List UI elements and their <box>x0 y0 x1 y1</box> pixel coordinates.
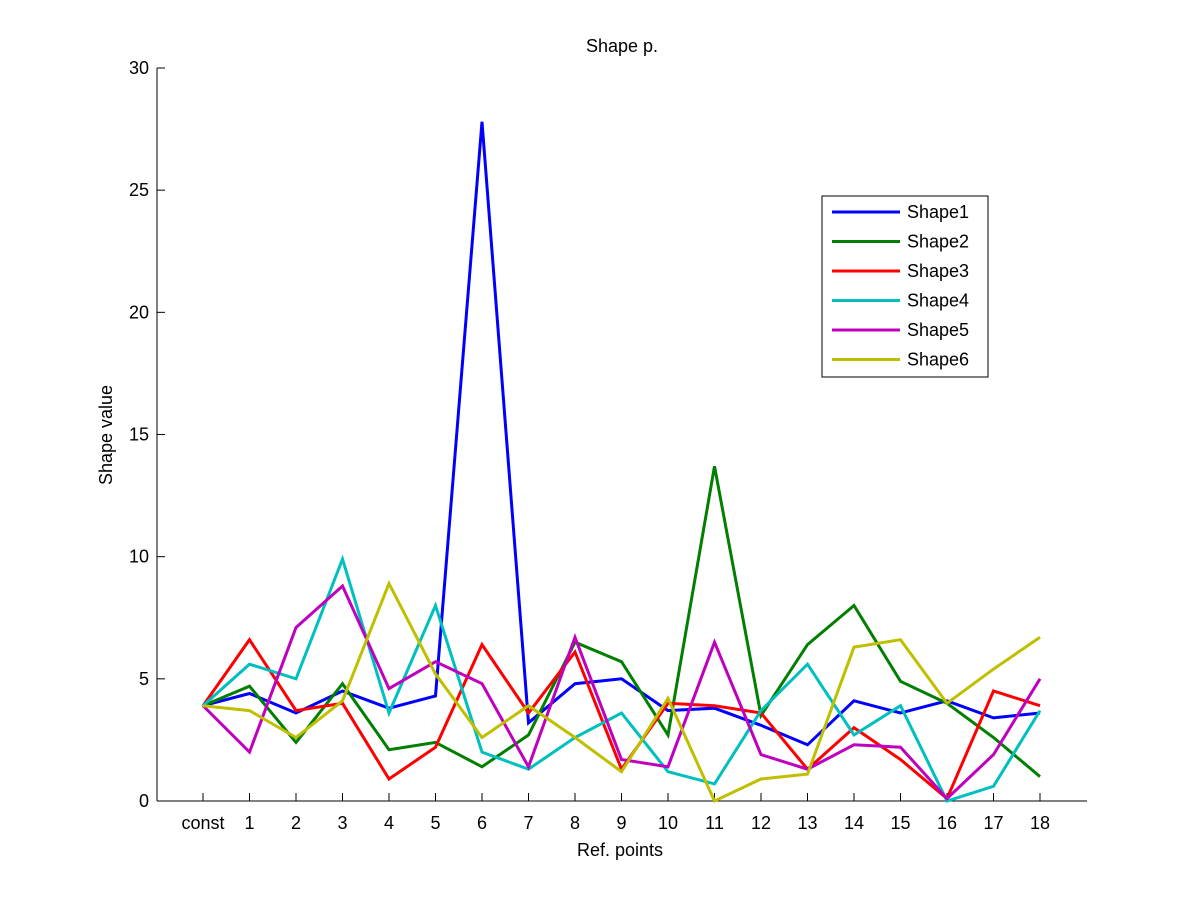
x-tick-label: 6 <box>477 813 487 833</box>
y-tick-label: 10 <box>129 547 149 567</box>
legend-label-6: Shape6 <box>907 350 969 370</box>
series-line-6 <box>202 579 1041 804</box>
x-tick-label: 10 <box>658 813 678 833</box>
legend-label-3: Shape3 <box>907 261 969 281</box>
x-tick-label: 7 <box>523 813 533 833</box>
y-tick-label: 30 <box>129 58 149 78</box>
x-tick-label: 15 <box>890 813 910 833</box>
x-tick-label: 17 <box>983 813 1003 833</box>
y-tick-label: 15 <box>129 425 149 445</box>
legend: Shape1 Shape2 Shape3 Shape4 Shape5 Shape6 <box>821 195 989 378</box>
series-line-4 <box>202 554 1042 803</box>
x-tick-label: const <box>181 813 224 833</box>
series-line-2 <box>202 466 1041 778</box>
x-tick-label: 1 <box>244 813 254 833</box>
y-tick-label: 0 <box>139 791 149 811</box>
series-line-1 <box>202 121 1041 747</box>
legend-label-2: Shape2 <box>907 232 969 252</box>
x-tick-label: 13 <box>797 813 817 833</box>
chart-title: Shape p. <box>586 36 658 56</box>
x-tick-label: 18 <box>1030 813 1050 833</box>
legend-label-1: Shape1 <box>907 202 969 222</box>
legend-box <box>821 195 989 378</box>
x-axis-label: Ref. points <box>577 840 663 860</box>
legend-label-4: Shape4 <box>907 291 969 311</box>
y-tick-label: 25 <box>129 180 149 200</box>
series-line-5 <box>201 583 1042 801</box>
legend-label-5: Shape5 <box>907 320 969 340</box>
x-tick-label: 3 <box>337 813 347 833</box>
y-axis-label: Shape value <box>96 385 116 485</box>
x-tick-label: 11 <box>705 813 724 833</box>
x-tick-label: 8 <box>570 813 580 833</box>
x-tick-label: 16 <box>937 813 957 833</box>
x-tick-label: 4 <box>384 813 394 833</box>
x-tick-label: 14 <box>844 813 864 833</box>
x-tick-label: 12 <box>751 813 771 833</box>
y-tick-label: 5 <box>139 669 149 689</box>
x-tick-label: 9 <box>616 813 626 833</box>
x-tick-label: 2 <box>291 813 301 833</box>
x-tick-label: 5 <box>430 813 440 833</box>
y-tick-label: 20 <box>129 302 149 322</box>
